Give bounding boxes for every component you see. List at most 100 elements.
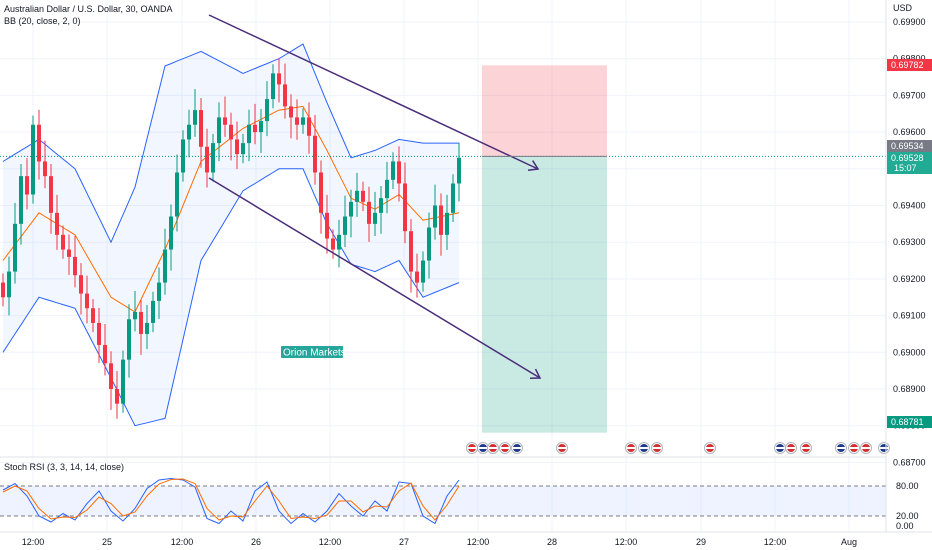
time-axis[interactable]: 12:00 25 12:00 26 12:00 27 12:00 28 12:00 29 12:00… [22, 537, 857, 547]
candles [1, 58, 461, 419]
event-flag-stripe [558, 447, 566, 449]
event-flag-stripe [653, 447, 661, 449]
time-tick-label: 27 [399, 537, 409, 547]
price-tick-label: 0.69000 [893, 347, 926, 357]
time-tick-label: 12:00 [764, 537, 787, 547]
economic-events[interactable] [466, 442, 890, 454]
stoch-tick-label: 20.00 [896, 511, 919, 521]
event-flag-icon[interactable] [860, 442, 872, 454]
event-flag-icon[interactable] [556, 442, 568, 454]
candle-body [49, 176, 53, 213]
bb-legend: BB (20, close, 2, 0) [4, 16, 81, 26]
current-price-value: 0.69528 [891, 153, 924, 163]
event-flag-icon[interactable] [477, 442, 489, 454]
time-tick-label: 28 [547, 537, 557, 547]
event-flag-stripe [837, 447, 845, 449]
event-flag-icon[interactable] [511, 442, 523, 454]
candle-body [229, 124, 233, 140]
candle-body [175, 172, 179, 217]
stoch-axis[interactable]: 80.00 20.000.00 [896, 481, 919, 531]
descending-channel[interactable] [208, 14, 542, 379]
bar-countdown: 15:07 [894, 163, 917, 173]
event-flag-icon[interactable] [651, 442, 663, 454]
time-tick-label: 12:00 [171, 537, 194, 547]
event-flag-icon[interactable] [499, 442, 511, 454]
candle-body [19, 176, 23, 224]
event-flag-icon[interactable] [848, 442, 860, 454]
bollinger-upper [2, 43, 459, 244]
event-flag-icon[interactable] [638, 442, 650, 454]
bollinger-fill [3, 44, 459, 426]
event-flag-icon[interactable] [878, 442, 890, 454]
event-flag-stripe [513, 447, 521, 449]
candle-body [325, 212, 329, 239]
event-flag-icon[interactable] [487, 442, 499, 454]
candle-body [31, 124, 35, 195]
target-price-value: 0.68781 [891, 417, 924, 427]
candle-body [139, 311, 143, 334]
event-flag-stripe [468, 447, 476, 449]
time-tick-label: 25 [102, 537, 112, 547]
time-tick-label: 12:00 [467, 537, 490, 547]
candle-body [145, 322, 149, 334]
candle-body [217, 117, 221, 144]
time-tick-label: 26 [251, 537, 261, 547]
price-tick-label: 0.69700 [893, 90, 926, 100]
candle-body [211, 143, 215, 173]
candle-body [385, 179, 389, 199]
event-flag-icon[interactable] [625, 442, 637, 454]
risk-zone[interactable] [482, 65, 607, 157]
candle-body [121, 359, 125, 404]
price-tick-label: 0.69600 [893, 127, 926, 137]
candle-body [415, 271, 419, 283]
candle-body [337, 234, 341, 250]
candle-body [115, 389, 119, 404]
event-flag-stripe [776, 447, 784, 449]
candle-body [97, 322, 101, 345]
bollinger-lower [2, 168, 460, 427]
event-flag-icon[interactable] [835, 442, 847, 454]
candle-body [367, 201, 371, 224]
candle-body [403, 183, 407, 232]
candle-body [247, 124, 251, 144]
candle-body [73, 256, 77, 276]
event-flag-icon[interactable] [785, 442, 797, 454]
channel-lower-line[interactable] [208, 177, 541, 379]
candle-body [199, 110, 203, 147]
channel-upper-line[interactable] [208, 14, 539, 170]
event-flag-stripe [627, 447, 635, 449]
candle-body [25, 176, 29, 195]
candle-body [85, 293, 89, 309]
reward-zone[interactable] [482, 156, 607, 433]
candle-body [301, 117, 305, 125]
candle-body [451, 183, 455, 213]
event-flag-icon[interactable] [774, 442, 786, 454]
candle-body [55, 212, 59, 235]
candle-body [439, 205, 443, 235]
candle-body [427, 227, 431, 261]
price-tick-label: 0.69300 [893, 237, 926, 247]
candle-body [457, 157, 461, 184]
event-flag-stripe [787, 447, 795, 449]
candle-body [67, 249, 71, 257]
candle-body [259, 121, 263, 133]
candle-body [307, 117, 311, 136]
event-flag-icon[interactable] [466, 442, 478, 454]
time-tick-label: 12:00 [22, 537, 45, 547]
candle-body [433, 205, 437, 228]
event-flag-icon[interactable] [704, 442, 716, 454]
stoch-legend: Stoch RSI (3, 3, 14, 14, close) [4, 462, 124, 472]
event-flag-icon[interactable] [800, 442, 812, 454]
candle-body [373, 212, 377, 224]
time-tick-label: 29 [696, 537, 706, 547]
price-tick-label: 0.69800 [893, 54, 926, 64]
candle-body [151, 300, 155, 323]
event-flag-stripe [479, 447, 487, 449]
candle-body [163, 249, 167, 283]
time-tick-label: 12:00 [319, 537, 342, 547]
candle-body [241, 143, 245, 155]
candle-body [169, 216, 173, 250]
last-close-tag: 0.69534 [887, 140, 932, 152]
